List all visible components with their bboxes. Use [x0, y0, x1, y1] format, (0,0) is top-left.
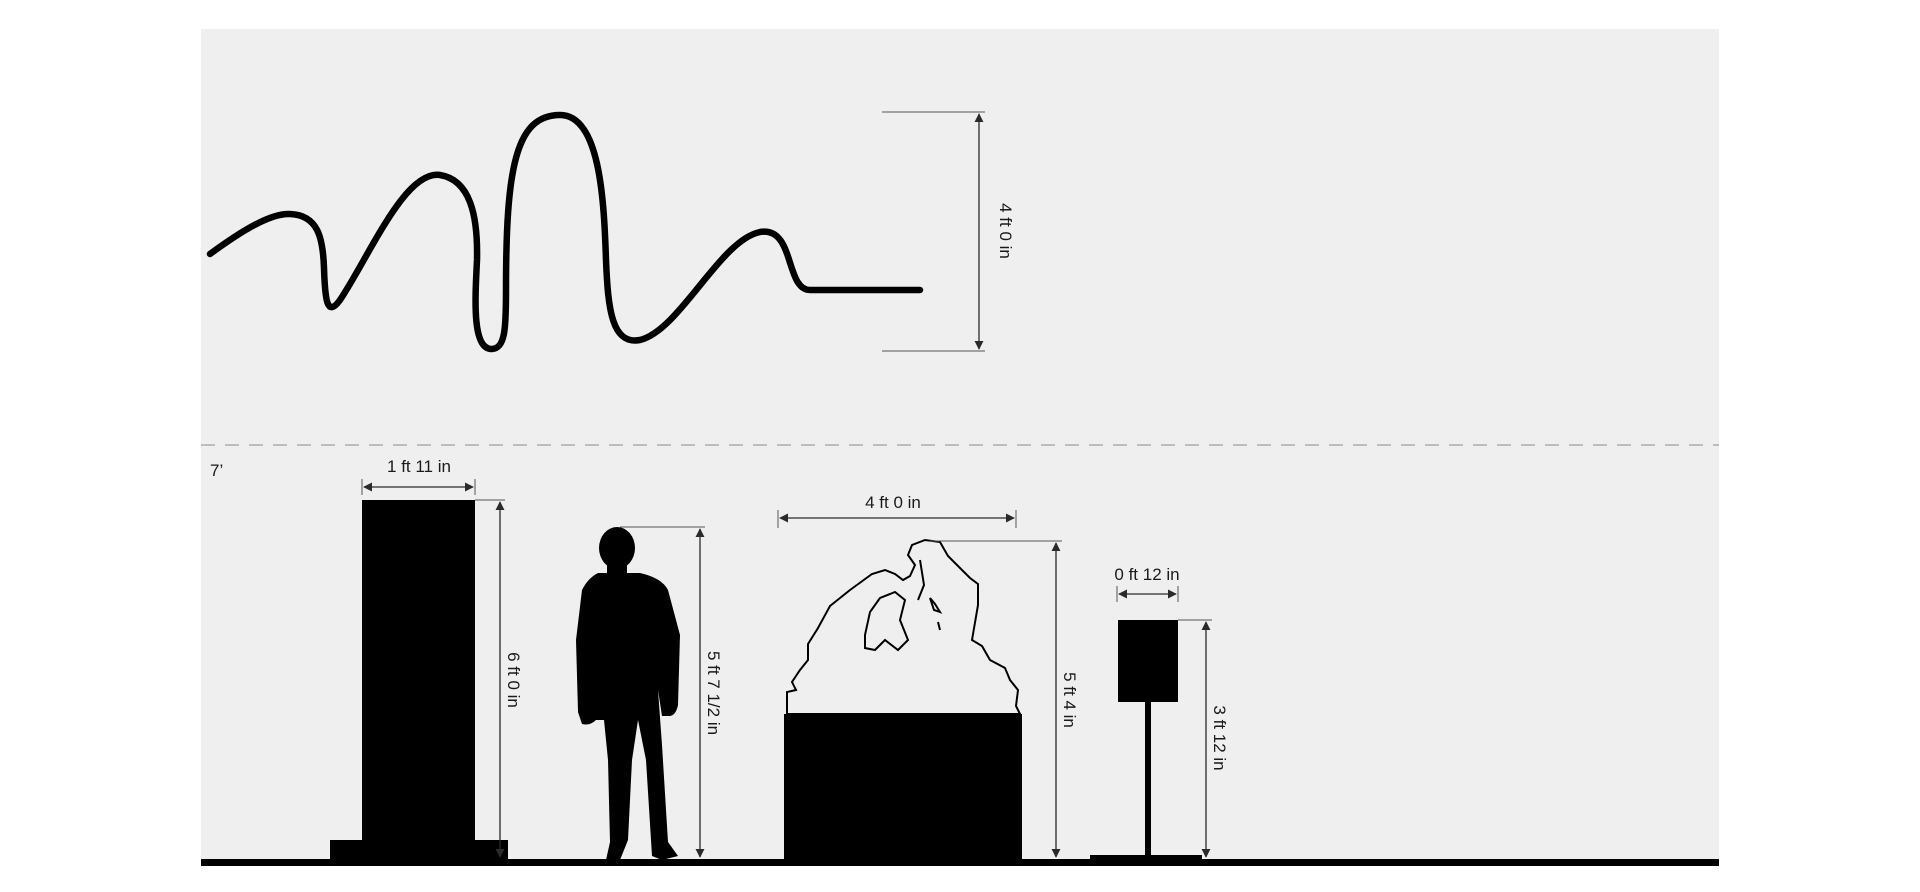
wave-height-label: 4 ft 0 in	[996, 203, 1015, 259]
sculpture-width-label: 4 ft 0 in	[865, 493, 921, 512]
sign-foot	[1090, 855, 1202, 860]
sculpture-plinth	[784, 714, 1022, 860]
sculpture-height-label: 5 ft 4 in	[1060, 672, 1079, 728]
person-silhouette-icon	[576, 527, 680, 860]
sign-post	[1145, 700, 1151, 860]
sign-panel	[1118, 620, 1178, 702]
pedestal-body	[362, 500, 475, 860]
person-height-label: 5 ft 7 1/2 in	[704, 651, 723, 735]
sign-height-label: 3 ft 12 in	[1210, 705, 1229, 770]
wave-artwork	[206, 111, 924, 353]
pedestal-height-label: 6 ft 0 in	[504, 652, 523, 708]
sculpture-outline-icon	[786, 538, 1022, 715]
floor-line	[201, 859, 1719, 866]
pedestal-width-label: 1 ft 11 in	[387, 457, 451, 476]
ceiling-height-label: 7’	[210, 461, 223, 480]
sign-width-label: 0 ft 12 in	[1114, 565, 1179, 584]
